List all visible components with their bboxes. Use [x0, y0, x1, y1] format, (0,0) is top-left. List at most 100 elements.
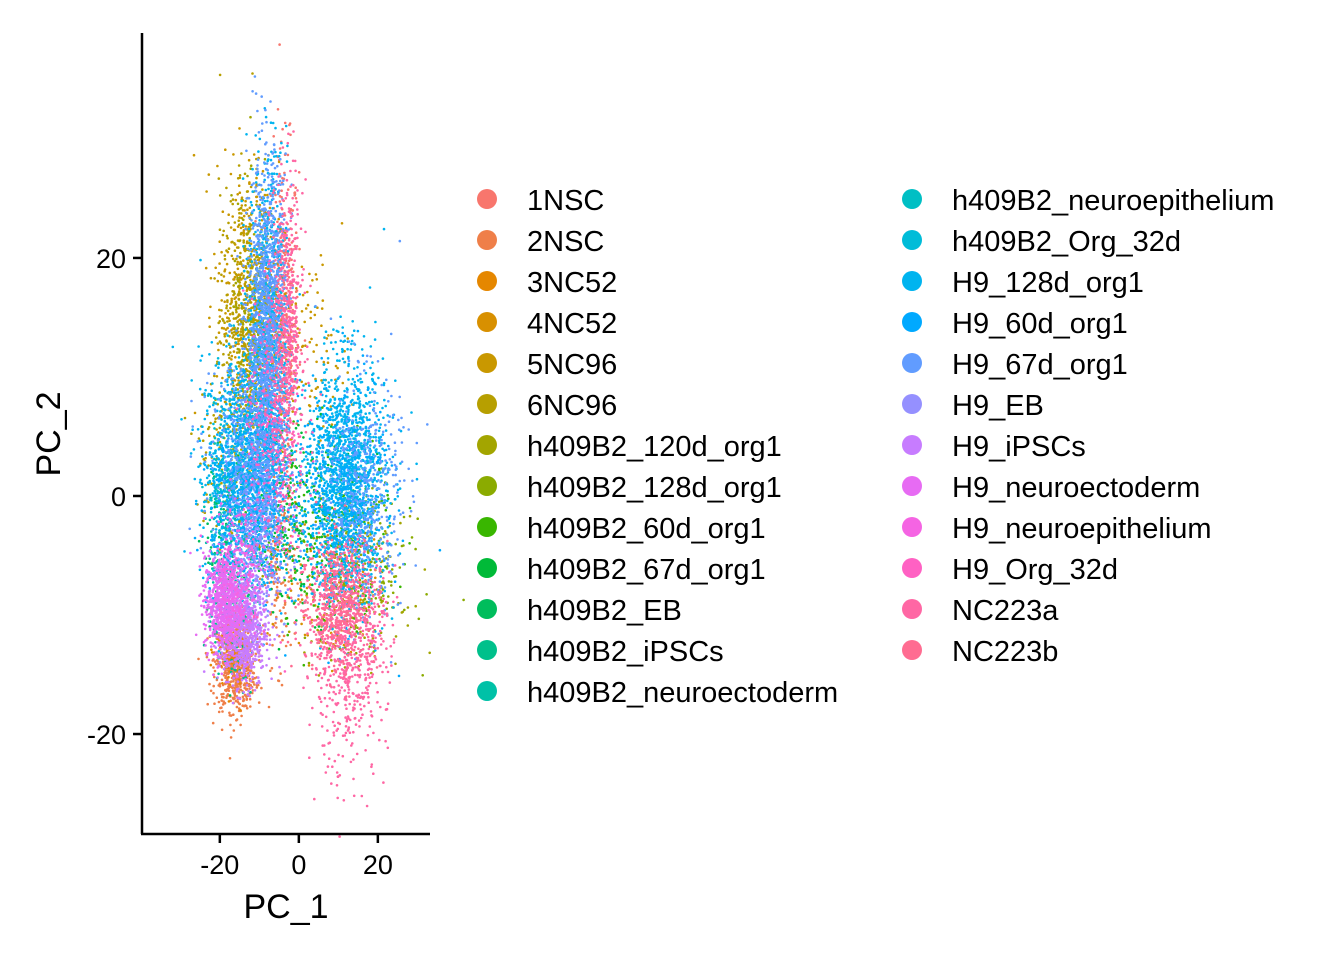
point — [338, 359, 341, 363]
point — [282, 251, 286, 254]
point — [237, 184, 241, 187]
point — [224, 312, 227, 315]
point — [290, 258, 293, 262]
point — [246, 262, 250, 266]
point — [207, 500, 210, 504]
point — [390, 531, 393, 535]
point — [280, 331, 284, 335]
point — [238, 191, 242, 194]
point — [302, 539, 306, 542]
point — [235, 306, 239, 310]
point — [359, 598, 363, 601]
point — [241, 328, 245, 331]
point — [252, 233, 256, 236]
point — [208, 493, 212, 497]
point — [282, 341, 285, 345]
point — [316, 291, 319, 294]
point — [311, 279, 314, 282]
point — [290, 582, 294, 586]
point — [229, 172, 233, 176]
point — [415, 477, 419, 481]
point — [220, 414, 223, 418]
point — [330, 412, 334, 415]
point — [249, 164, 253, 167]
point — [265, 642, 269, 645]
point — [228, 399, 231, 403]
point — [293, 522, 296, 526]
point — [316, 628, 319, 632]
point — [321, 299, 325, 302]
point — [314, 520, 318, 523]
point — [268, 633, 272, 637]
point — [321, 406, 324, 409]
point — [240, 212, 243, 215]
point — [220, 273, 223, 277]
point — [275, 596, 279, 600]
point — [242, 239, 245, 242]
point — [390, 580, 393, 584]
point — [403, 608, 406, 612]
point — [277, 679, 281, 683]
point — [244, 687, 248, 691]
point — [237, 284, 240, 288]
point — [266, 193, 269, 197]
point — [359, 381, 363, 384]
point — [304, 307, 308, 310]
point — [207, 426, 211, 429]
point — [428, 651, 432, 655]
point — [213, 553, 216, 556]
point — [277, 647, 281, 651]
point — [240, 152, 243, 155]
point — [221, 376, 224, 380]
point — [232, 228, 236, 232]
point — [237, 297, 241, 301]
point — [229, 723, 232, 727]
point — [230, 411, 233, 415]
point — [208, 557, 212, 561]
point — [255, 176, 258, 180]
point — [383, 504, 386, 507]
point — [237, 293, 240, 296]
point — [282, 634, 286, 638]
point — [383, 530, 387, 533]
point — [215, 375, 219, 378]
point — [343, 334, 347, 338]
point — [232, 384, 235, 388]
point — [313, 626, 317, 629]
point — [292, 602, 296, 605]
point — [238, 239, 241, 243]
point — [213, 669, 217, 673]
point — [254, 220, 257, 223]
point — [230, 254, 234, 258]
point — [288, 122, 292, 125]
point — [234, 337, 237, 341]
point — [414, 547, 417, 551]
point — [302, 384, 305, 387]
point — [319, 254, 323, 257]
point — [306, 303, 310, 307]
point — [406, 624, 410, 627]
point — [381, 357, 385, 360]
point — [234, 198, 238, 202]
point — [408, 514, 412, 518]
point — [250, 306, 253, 310]
point — [296, 582, 299, 585]
point — [279, 522, 283, 525]
point — [346, 371, 350, 374]
point — [277, 568, 281, 571]
point — [229, 306, 232, 310]
point — [368, 286, 372, 289]
point — [334, 340, 337, 344]
point — [283, 121, 287, 125]
point — [246, 594, 250, 598]
point — [295, 569, 299, 572]
point — [220, 326, 224, 330]
point — [394, 379, 397, 383]
point — [398, 566, 402, 569]
point — [341, 326, 345, 329]
point — [378, 613, 381, 616]
point — [226, 320, 229, 323]
point — [281, 638, 284, 642]
point — [241, 704, 244, 707]
point — [261, 188, 264, 191]
